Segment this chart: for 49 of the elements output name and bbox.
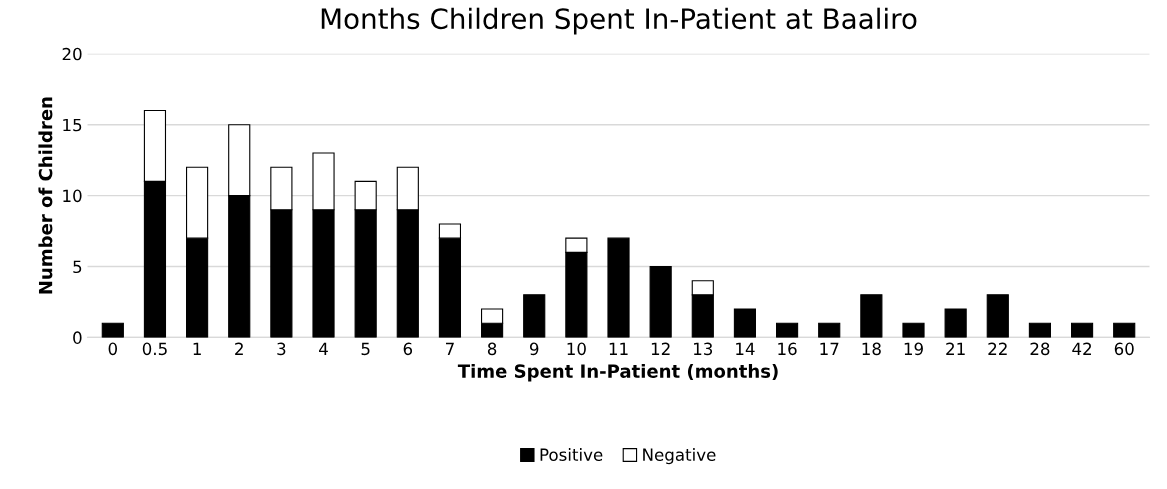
x-tick-label: 5 (361, 342, 370, 356)
bar (523, 294, 546, 338)
chart-title: Months Children Spent In-Patient at Baaliro (321, 7, 917, 35)
x-tick-label: 18 (862, 342, 881, 356)
x-tick-label: 13 (694, 342, 713, 356)
bar (775, 322, 799, 338)
legend-label: Negative (643, 448, 716, 465)
bar (1113, 322, 1136, 338)
x-tick-label: 1 (193, 342, 201, 355)
legend-label: Positive (540, 448, 603, 461)
x-tick-label: 16 (778, 342, 797, 356)
x-tick-label: 60 (1114, 342, 1134, 356)
y-axis-title: Number of Children (38, 97, 53, 294)
bar (607, 237, 630, 338)
bar (902, 322, 925, 338)
x-axis-title: Time Spent In-Patient (months) (457, 363, 778, 382)
x-tick-label: 8 (487, 342, 497, 356)
x-tick-label: 10 (567, 342, 586, 356)
bar (860, 294, 883, 338)
bar (1070, 322, 1094, 338)
y-tick-label: 5 (73, 260, 82, 274)
y-tick-label: 0 (73, 331, 82, 344)
x-tick-label: 6 (403, 342, 413, 356)
x-tick-label: 3 (277, 342, 286, 356)
x-tick-label: 11 (609, 342, 628, 355)
bar (101, 322, 124, 338)
bar (733, 308, 757, 338)
x-tick-label: 12 (651, 342, 670, 355)
x-tick-label: 14 (736, 342, 755, 355)
bar (1028, 322, 1052, 338)
bar (944, 308, 967, 338)
x-tick-label: 17 (820, 342, 839, 355)
x-tick-label: 42 (1072, 342, 1091, 355)
x-tick-label: 0 (108, 342, 118, 356)
bar (649, 265, 672, 338)
x-tick-label: 22 (988, 342, 1007, 355)
x-tick-label: 19 (904, 342, 923, 356)
y-tick-label: 15 (63, 118, 82, 132)
x-tick-label: 0.5 (142, 342, 167, 356)
x-tick-label: 21 (946, 342, 965, 355)
x-tick-label: 2 (235, 342, 243, 355)
bar (818, 322, 841, 338)
y-tick-label: 10 (63, 189, 82, 203)
x-tick-label: 4 (319, 342, 328, 355)
y-tick-label: 20 (62, 47, 82, 61)
bar (986, 294, 1009, 338)
x-tick-label: 7 (446, 342, 454, 355)
x-tick-label: 28 (1030, 342, 1050, 356)
x-tick-label: 9 (529, 342, 539, 356)
